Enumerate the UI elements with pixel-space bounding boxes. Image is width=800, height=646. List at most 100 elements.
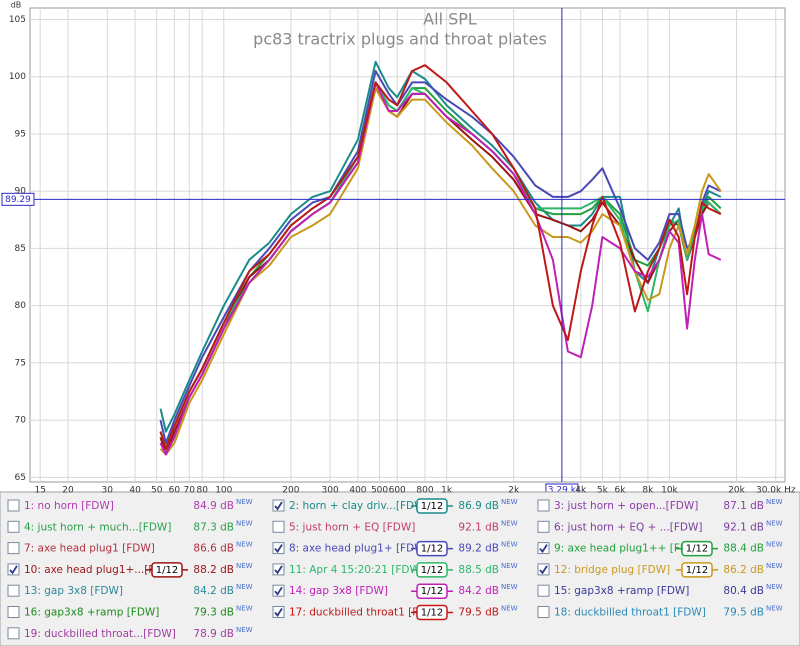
checkbox[interactable] bbox=[7, 606, 20, 618]
measurement-row: 4: just horn + much...[FDW] 87.3 dB NEW bbox=[7, 519, 253, 533]
x-tick-label: 6k bbox=[615, 486, 627, 496]
checkbox[interactable] bbox=[7, 520, 20, 533]
measurement-row: 10: axe head plug1+...[FDW]1/12 88.2 dB NE… bbox=[7, 562, 253, 578]
new-badge: NEW bbox=[766, 583, 783, 591]
y-tick-label: 105 bbox=[9, 15, 26, 25]
measurement-name[interactable]: 7: axe head plug1 [FDW] bbox=[24, 543, 155, 555]
y-axis-label: dB bbox=[11, 1, 22, 10]
smoothing-box bbox=[416, 604, 448, 621]
measurement-level: 87.3 dB bbox=[193, 521, 234, 533]
checkbox[interactable] bbox=[7, 542, 20, 555]
checkbox[interactable] bbox=[537, 520, 550, 533]
new-badge: NEW bbox=[766, 498, 783, 506]
y-tick-label: 80 bbox=[15, 301, 27, 311]
measurement-level: 79.5 dB bbox=[458, 607, 499, 619]
x-tick-label: 70 bbox=[184, 486, 196, 496]
measurement-level: 80.4 dB bbox=[723, 585, 764, 597]
measurement-level: 88.4 dB bbox=[723, 543, 764, 555]
measurement-name[interactable]: 5: just horn + EQ [FDW] bbox=[289, 521, 415, 533]
measurement-level: 79.5 dB bbox=[723, 607, 764, 619]
measurement-name[interactable]: 15: gap3x8 +ramp [FDW] bbox=[554, 585, 689, 597]
measurement-row: 2: horn + clay driv...[FDW]1/12 86.9 dB NE… bbox=[272, 498, 518, 514]
measurement-level: 92.1 dB bbox=[723, 521, 764, 533]
checkbox[interactable] bbox=[272, 520, 285, 533]
smoothing-label: 1/12 bbox=[156, 565, 178, 576]
checkbox[interactable] bbox=[272, 584, 285, 597]
checkbox[interactable] bbox=[537, 563, 550, 576]
cursor-y-box bbox=[1, 192, 35, 206]
y-tick-label: 70 bbox=[15, 416, 27, 426]
measurement-row: 12: bridge plug [FDW] 1/12 86.2 dB NEW bbox=[537, 562, 783, 578]
curves bbox=[159, 60, 722, 456]
x-tick-label: 800 bbox=[416, 486, 433, 496]
new-badge: NEW bbox=[501, 541, 518, 549]
measurement-level: 84.9 dB bbox=[193, 500, 234, 512]
checkbox[interactable] bbox=[7, 563, 20, 576]
checkbox[interactable] bbox=[272, 499, 285, 512]
checkbox[interactable] bbox=[537, 499, 550, 512]
measurement-row: 16: gap3x8 +ramp [FDW] 79.3 dB NEW bbox=[7, 605, 253, 619]
measurement-name[interactable]: 11: Apr 4 15:20:21 [FDW] bbox=[289, 564, 424, 576]
measurement-name[interactable]: 3: just horn + open...[FDW] bbox=[554, 500, 698, 512]
spl-curve bbox=[159, 64, 722, 450]
chart-title: All SPL bbox=[423, 10, 477, 29]
cursor-x-label: 3.29 k bbox=[548, 486, 577, 496]
grid bbox=[30, 8, 785, 482]
checkbox[interactable] bbox=[7, 627, 20, 640]
checkmark bbox=[539, 565, 548, 575]
measurement-name[interactable]: 13: gap 3x8 [FDW] bbox=[24, 585, 123, 597]
new-badge: NEW bbox=[766, 541, 783, 549]
new-badge: NEW bbox=[236, 626, 253, 634]
measurement-row: 5: just horn + EQ [FDW] 92.1 dB NEW bbox=[272, 519, 518, 533]
x-tick-label: 2k bbox=[508, 486, 520, 496]
checkbox[interactable] bbox=[537, 606, 550, 618]
new-badge: NEW bbox=[236, 519, 253, 527]
checkbox[interactable] bbox=[7, 584, 20, 597]
measurement-level: 84.2 dB bbox=[458, 585, 499, 597]
measurement-name[interactable]: 8: axe head plug1+ [FDW] bbox=[289, 543, 429, 555]
measurement-row: 14: gap 3x8 [FDW] 1/12 84.2 dB NEW bbox=[272, 583, 518, 599]
measurement-name[interactable]: 2: horn + clay driv...[FDW] bbox=[289, 500, 429, 512]
measurement-name[interactable]: 10: axe head plug1+...[FDW] bbox=[24, 564, 177, 576]
checkbox[interactable] bbox=[272, 542, 285, 555]
measurement-name[interactable]: 19: duckbilled throat...[FDW] bbox=[24, 628, 176, 640]
measurement-name[interactable]: 12: bridge plug [FDW] bbox=[554, 564, 670, 576]
x-tick-label: 400 bbox=[349, 486, 366, 496]
measurement-name[interactable]: 18: duckbilled throat1 [FDW] bbox=[554, 607, 706, 619]
new-badge: NEW bbox=[236, 562, 253, 570]
x-tick-label: 600 bbox=[389, 486, 406, 496]
spl-curve bbox=[159, 81, 722, 456]
measurement-row: 11: Apr 4 15:20:21 [FDW]1/12 88.5 dB NEW bbox=[272, 562, 518, 578]
measurement-name[interactable]: 6: just horn + EQ + ...[FDW] bbox=[554, 521, 702, 533]
measurement-level: 84.2 dB bbox=[193, 585, 234, 597]
measurement-name[interactable]: 17: duckbilled throat1 [FDW bbox=[289, 607, 437, 619]
x-tick-label: 8k bbox=[642, 486, 654, 496]
cursor: 89.29 3.29 k bbox=[1, 8, 785, 497]
checkmark bbox=[9, 565, 18, 575]
new-badge: NEW bbox=[766, 562, 783, 570]
smoothing-box bbox=[681, 562, 713, 578]
checkbox[interactable] bbox=[7, 499, 20, 512]
measurement-name[interactable]: 1: no horn [FDW] bbox=[24, 500, 114, 512]
checkbox[interactable] bbox=[537, 542, 550, 555]
x-tick-label: 20 bbox=[62, 486, 74, 496]
measurement-name[interactable]: 9: axe head plug1++ [FDW] bbox=[554, 543, 702, 555]
x-tick-label: 30.0k Hz bbox=[756, 486, 796, 496]
new-badge: NEW bbox=[501, 583, 518, 591]
measurement-name[interactable]: 4: just horn + much...[FDW] bbox=[24, 521, 171, 533]
checkbox[interactable] bbox=[537, 584, 550, 597]
measurement-name[interactable]: 14: gap 3x8 [FDW] bbox=[289, 585, 388, 597]
x-tick-label: 5k bbox=[597, 486, 609, 496]
measurement-name[interactable]: 16: gap3x8 +ramp [FDW] bbox=[24, 607, 159, 619]
smoothing-label: 1/12 bbox=[686, 565, 708, 576]
checkbox[interactable] bbox=[272, 606, 285, 618]
measurement-row: 15: gap3x8 +ramp [FDW] 80.4 dB NEW bbox=[537, 583, 783, 597]
measurement-list: 1: no horn [FDW] 84.9 dB NEW 2: horn + clay… bbox=[7, 498, 783, 640]
x-tick-label: 60 bbox=[169, 486, 181, 496]
cursor-y-label: 89.29 bbox=[5, 195, 31, 205]
x-tick-label: 50 bbox=[151, 486, 163, 496]
checkbox[interactable] bbox=[272, 563, 285, 576]
x-tick-label: 100 bbox=[215, 486, 232, 496]
